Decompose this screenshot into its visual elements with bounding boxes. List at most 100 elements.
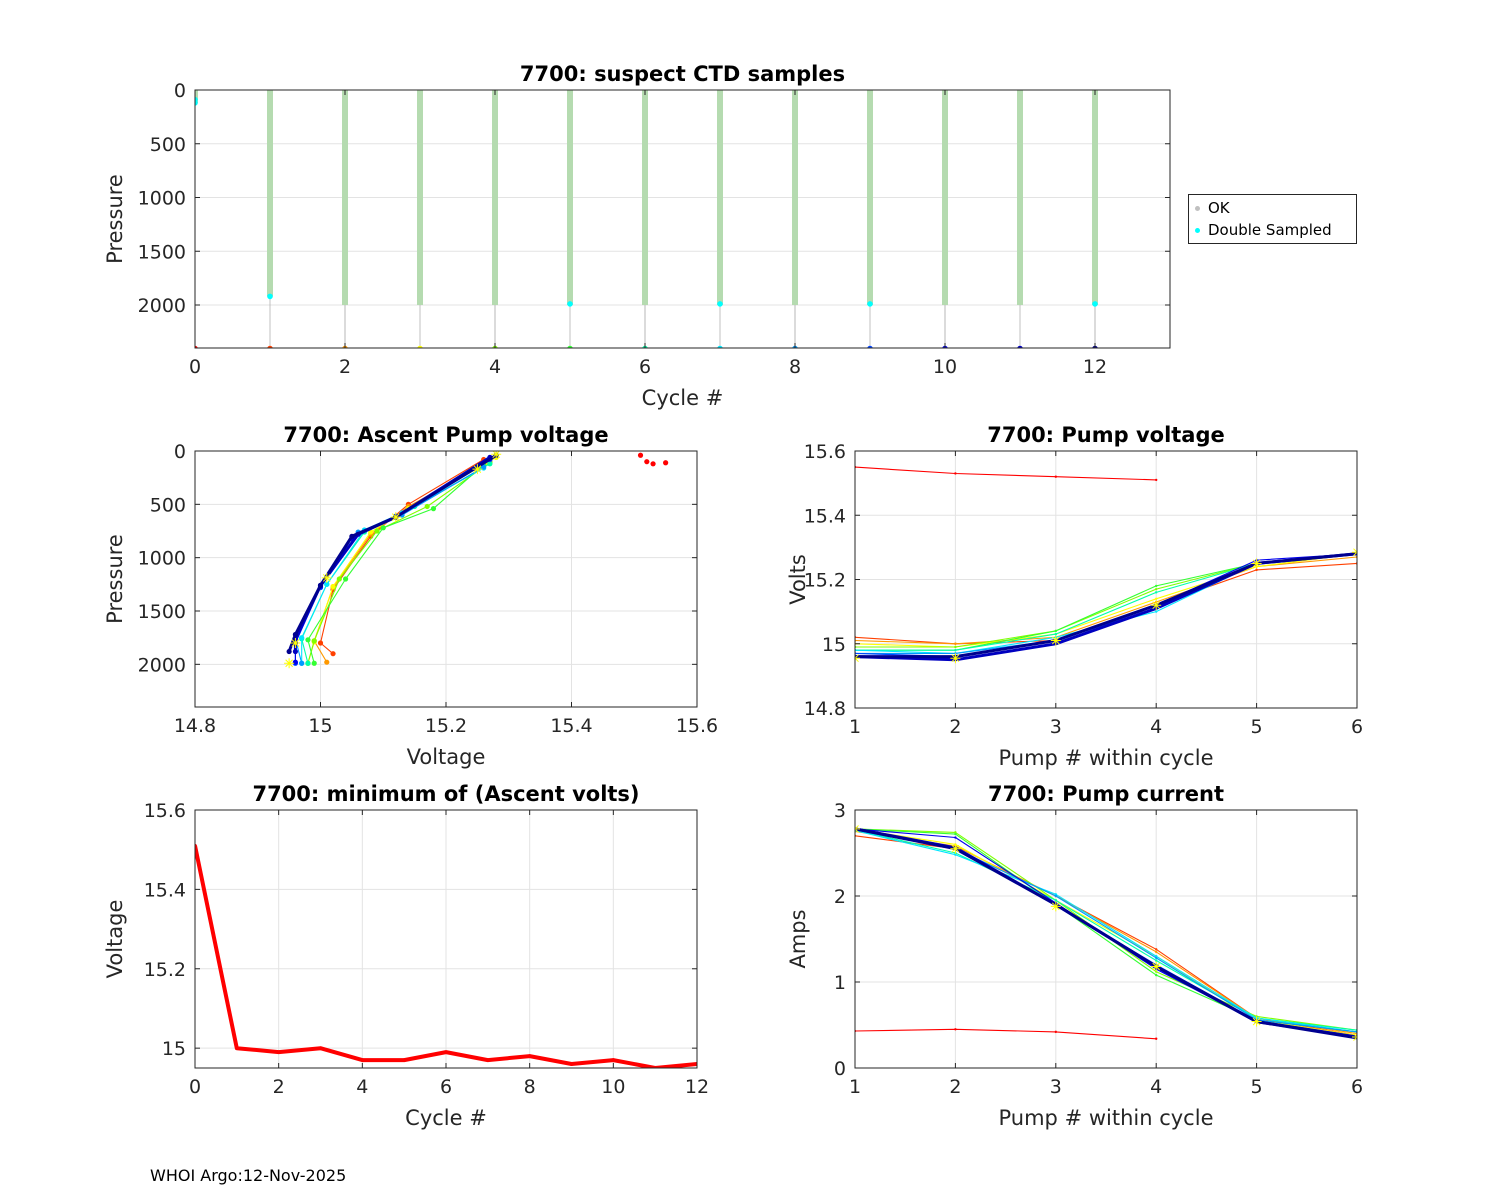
x-tick-label: 1	[849, 716, 861, 738]
x-tick-label: 6	[639, 356, 651, 378]
x-tick-label: 6	[1351, 716, 1363, 738]
y-tick-label: 0	[174, 441, 186, 463]
pump-voltage-point	[1155, 584, 1158, 588]
pump-voltage-point	[1054, 475, 1058, 478]
star-marker	[290, 638, 301, 648]
ascent-series-line	[307, 462, 491, 664]
cycle-marker	[1017, 345, 1023, 348]
star-marker	[472, 464, 483, 475]
y-tick-label: 500	[150, 134, 186, 156]
legend-entry-double-sampled: Double Sampled	[1195, 220, 1332, 240]
star-marker	[390, 512, 401, 523]
min-voltage-point	[611, 1058, 616, 1062]
star-marker	[321, 572, 332, 583]
pump-voltage-point	[1155, 610, 1158, 613]
plot-layer	[284, 451, 669, 669]
min-voltage-point	[276, 1050, 281, 1054]
cycle-marker	[267, 345, 273, 348]
x-tick-label: 10	[933, 356, 957, 378]
plot-layer	[855, 823, 1357, 1043]
x-axis-label: Voltage	[407, 745, 486, 769]
y-tick-label: 15	[162, 1038, 186, 1060]
pump-voltage-line	[855, 466, 1157, 481]
pump-current-line	[855, 1028, 1157, 1040]
cycle-marker	[417, 345, 423, 348]
min-voltage-point	[318, 1046, 323, 1050]
chart-ascent: 14.8 15 15.2 15.4 15.6 0 500 1000 1500 2000 7700: …	[103, 423, 718, 769]
min-voltage-point	[360, 1058, 365, 1062]
pump-voltage-line	[855, 552, 1357, 659]
y-tick-label: 0	[174, 80, 186, 102]
ascent-point	[292, 648, 298, 655]
chart-title: 7700: minimum of (Ascent volts)	[252, 782, 639, 806]
y-axis-label: Amps	[786, 909, 810, 968]
y-tick-label: 3	[834, 800, 846, 822]
y-tick-label: 15.2	[804, 570, 846, 592]
min-voltage-point	[444, 1050, 448, 1054]
min-voltage-point	[527, 1054, 532, 1058]
ascent-point	[317, 640, 324, 646]
min-voltage-point	[486, 1058, 490, 1062]
ascent-point	[430, 506, 437, 512]
x-tick-label: 4	[489, 356, 501, 378]
ascent-point	[336, 576, 342, 582]
x-tick-label: 5	[1251, 716, 1263, 738]
pump-current-point	[954, 1028, 957, 1031]
pump-current-point	[1255, 1015, 1258, 1018]
axes-frame	[854, 809, 1358, 1069]
ascent-point	[343, 576, 349, 582]
y-tick-label: 15	[822, 634, 846, 656]
chart-title: 7700: Ascent Pump voltage	[283, 423, 608, 447]
y-tick-label: 15.6	[804, 441, 846, 463]
pump-current-point	[1155, 950, 1158, 954]
y-tick-label: 500	[150, 494, 186, 516]
plot-area	[195, 90, 1170, 348]
axes-layer: 14.8 15 15.2 15.4 15.6 0 500 1000 1500 2000 7700: …	[103, 423, 718, 769]
pump-current-point	[1155, 970, 1158, 973]
y-axis-label: Pressure	[103, 174, 127, 264]
y-axis-label: Pressure	[103, 534, 127, 624]
pump-current-point	[1054, 1030, 1058, 1034]
double-sampled-point	[195, 100, 198, 106]
y-tick-label: 2000	[138, 654, 186, 676]
star-marker	[1151, 961, 1162, 972]
x-tick-label: 12	[1083, 356, 1107, 378]
pump-voltage-point	[954, 472, 957, 475]
double-sampled-point	[567, 301, 573, 307]
x-tick-label: 15	[308, 715, 332, 737]
pump-voltage-point	[954, 645, 957, 649]
axes-layer: 1 2 3 4 5 6 14.8 15 15.2 15.4 15.6 7700: Pump volta…	[786, 423, 1363, 770]
pump-current-point	[1155, 973, 1158, 977]
x-tick-label: 6	[440, 1076, 452, 1098]
chart-minvolt: 0 2 4 6 8 10 12 15 15.2 15.4 15.6 7700: minimum of …	[103, 782, 709, 1130]
ascent-point	[311, 638, 317, 644]
legend-entry-ok: OK	[1195, 198, 1230, 218]
ok-marker-icon	[1195, 206, 1200, 211]
y-axis-label: Voltage	[103, 900, 127, 979]
ascent-point	[305, 660, 311, 666]
x-axis-label: Pump # within cycle	[999, 1106, 1214, 1130]
y-axis-label: Volts	[786, 554, 810, 605]
ascent-point	[380, 525, 386, 531]
axes-layer: 0 2 4 6 8 10 12 0 500 1000 1500 2000 7700: suspect C…	[103, 62, 1171, 410]
y-tick-label: 1000	[138, 548, 186, 570]
pump-current-line	[855, 828, 1357, 1036]
legend-label-ok: OK	[1208, 199, 1230, 217]
x-tick-label: 3	[1050, 716, 1062, 738]
legend-label-double-sampled: Double Sampled	[1208, 221, 1332, 239]
x-tick-label: 15.2	[425, 715, 467, 737]
x-tick-label: 3	[1050, 1076, 1062, 1098]
plot-layer	[855, 465, 1357, 664]
y-tick-label: 0	[834, 1058, 846, 1080]
ascent-point	[487, 461, 493, 467]
x-tick-label: 5	[1251, 1076, 1263, 1098]
pump-voltage-point	[1155, 597, 1158, 600]
min-voltage-point	[235, 1046, 239, 1050]
pump-current-point	[954, 853, 957, 856]
star-marker	[284, 658, 295, 669]
ascent-point	[374, 528, 380, 534]
x-tick-label: 8	[789, 356, 801, 378]
x-tick-label: 1	[849, 1076, 861, 1098]
